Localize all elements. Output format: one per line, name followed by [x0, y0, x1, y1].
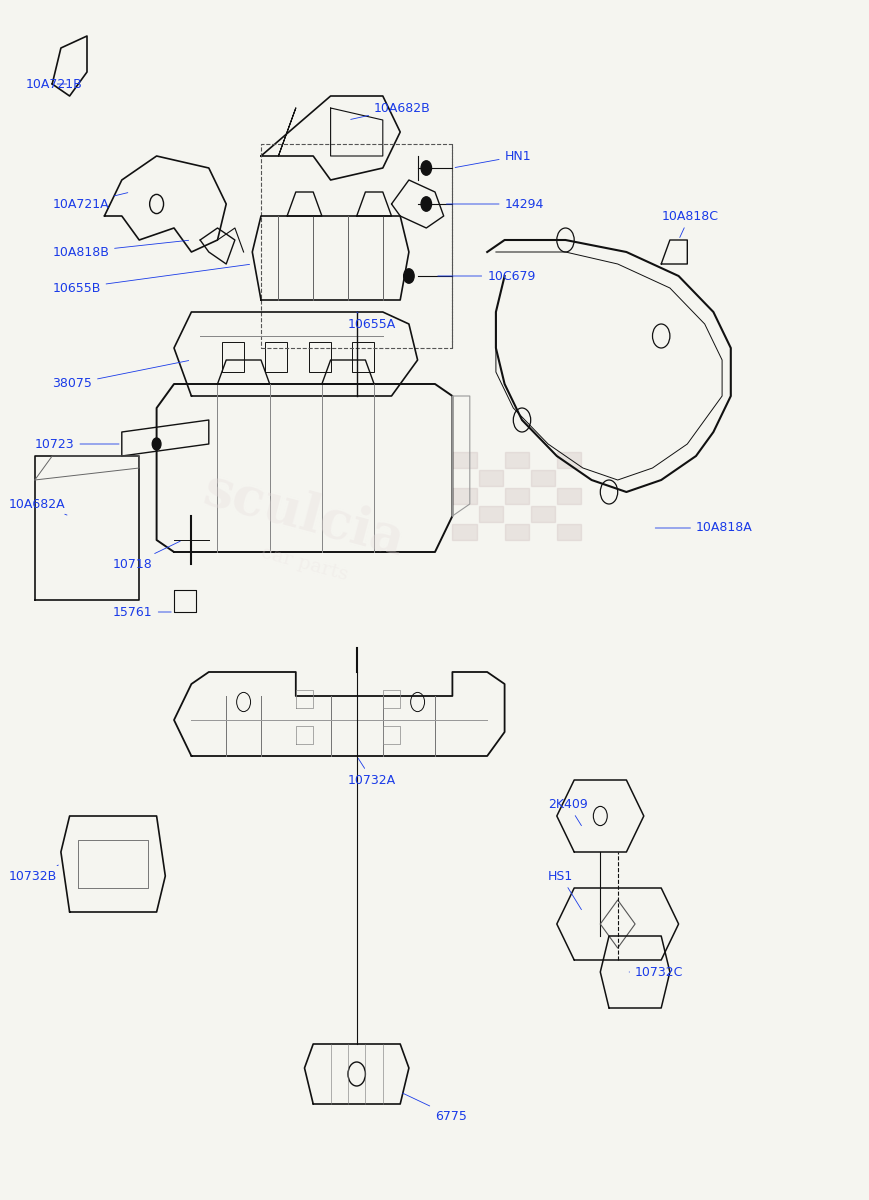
Bar	[504, 470, 528, 486]
Bar	[452, 524, 476, 540]
Bar	[556, 452, 580, 468]
Bar	[504, 452, 528, 468]
Bar	[504, 488, 528, 504]
Text: 38075: 38075	[52, 360, 189, 390]
Circle shape	[152, 438, 161, 450]
Bar	[452, 506, 476, 522]
Text: 15761: 15761	[113, 606, 171, 618]
Bar	[530, 470, 554, 486]
Bar	[556, 524, 580, 540]
Text: 10655B: 10655B	[52, 264, 249, 294]
Bar	[452, 452, 476, 468]
Text: 10732C: 10732C	[628, 966, 683, 978]
Text: 10732B: 10732B	[9, 865, 58, 882]
Text: 10A682B: 10A682B	[350, 102, 430, 120]
Bar	[504, 506, 528, 522]
Bar	[530, 506, 554, 522]
Text: 14294: 14294	[446, 198, 543, 210]
Bar	[478, 488, 502, 504]
Text: 10A818B: 10A818B	[52, 240, 189, 258]
Text: 6775: 6775	[402, 1093, 467, 1122]
Bar	[556, 488, 580, 504]
Circle shape	[421, 161, 431, 175]
Bar	[478, 506, 502, 522]
Text: 10A721A: 10A721A	[52, 193, 128, 210]
Text: car parts: car parts	[259, 544, 349, 584]
Bar	[556, 470, 580, 486]
Text: 2K409: 2K409	[547, 798, 587, 826]
Text: 10A721B: 10A721B	[26, 78, 83, 90]
Bar	[452, 470, 476, 486]
Bar	[478, 470, 502, 486]
Circle shape	[403, 269, 414, 283]
Circle shape	[421, 197, 431, 211]
Bar	[478, 452, 502, 468]
Bar	[504, 524, 528, 540]
Text: 10732A: 10732A	[348, 758, 395, 786]
Bar	[308, 342, 330, 372]
Bar	[265, 342, 287, 372]
Text: sculcia: sculcia	[198, 464, 410, 568]
Bar	[556, 506, 580, 522]
Bar	[452, 488, 476, 504]
Text: HN1: HN1	[454, 150, 531, 168]
Bar	[352, 342, 374, 372]
Bar	[478, 524, 502, 540]
Text: 10723: 10723	[35, 438, 119, 450]
Bar	[222, 342, 243, 372]
Text: HS1: HS1	[547, 870, 580, 910]
Text: 10A682A: 10A682A	[9, 498, 67, 515]
Text: 10A818A: 10A818A	[654, 522, 752, 534]
Text: 10718: 10718	[113, 541, 180, 570]
Text: 10C679: 10C679	[437, 270, 535, 282]
Bar	[530, 488, 554, 504]
Bar	[530, 524, 554, 540]
Text: 10A818C: 10A818C	[660, 210, 718, 238]
Bar	[530, 452, 554, 468]
Text: 10655A: 10655A	[348, 312, 395, 330]
